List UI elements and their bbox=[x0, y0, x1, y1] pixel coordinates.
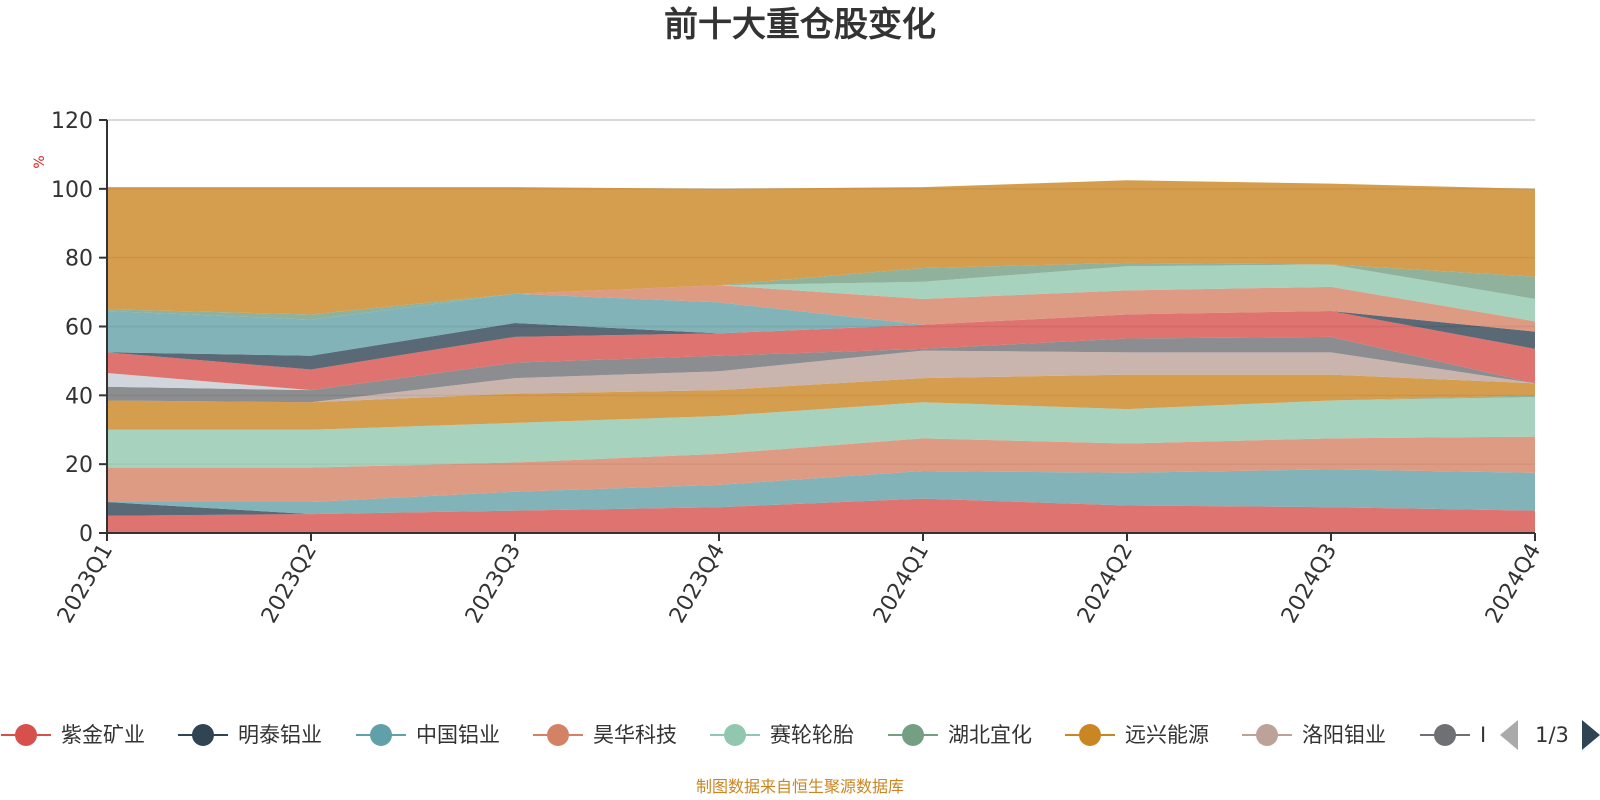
x-tick-label: 2023Q2 bbox=[257, 540, 322, 628]
area-series-15[interactable] bbox=[107, 264, 1535, 322]
area-series-11[interactable] bbox=[107, 311, 1535, 391]
area-series-14[interactable] bbox=[107, 285, 1535, 332]
x-tick-label: 2023Q4 bbox=[665, 540, 730, 628]
y-tick-label: 80 bbox=[65, 247, 93, 272]
area-series-9[interactable] bbox=[107, 336, 1535, 403]
legend-item[interactable]: 洛阳钼业 bbox=[1242, 723, 1386, 747]
area-series-13[interactable] bbox=[107, 293, 1535, 356]
legend-item[interactable]: I bbox=[1420, 723, 1486, 747]
area-series-16[interactable] bbox=[107, 262, 1535, 320]
legend-label: 昊华科技 bbox=[593, 723, 677, 747]
legend-marker-icon bbox=[192, 724, 214, 746]
legend-marker-icon bbox=[547, 724, 569, 746]
legend-item[interactable]: 明泰铝业 bbox=[178, 723, 322, 747]
x-tick-label: 2023Q1 bbox=[53, 540, 118, 628]
area-series-7[interactable] bbox=[107, 374, 1535, 430]
arrow-right-icon[interactable] bbox=[1582, 720, 1600, 750]
y-tick-label: 40 bbox=[65, 384, 93, 409]
legend-marker-icon bbox=[1434, 724, 1456, 746]
x-tick-label: 2023Q3 bbox=[461, 540, 526, 628]
y-axis-unit-label: % bbox=[32, 155, 48, 168]
area-series-2[interactable] bbox=[107, 498, 1535, 516]
legend-marker-icon bbox=[724, 724, 746, 746]
legend-marker-icon bbox=[902, 724, 924, 746]
area-series-5[interactable] bbox=[107, 397, 1535, 468]
x-tick-label: 2024Q3 bbox=[1277, 540, 1342, 628]
legend-item[interactable]: 湖北宜化 bbox=[888, 723, 1032, 747]
data-source-note: 制图数据来自恒生聚源数据库 bbox=[696, 777, 904, 796]
x-tick-label: 2024Q1 bbox=[869, 540, 934, 628]
legend-label: 远兴能源 bbox=[1125, 723, 1209, 747]
legend-item[interactable]: 紫金矿业 bbox=[1, 723, 145, 747]
y-tick-label: 100 bbox=[51, 178, 93, 203]
legend-marker-icon bbox=[370, 724, 392, 746]
area-series-17[interactable] bbox=[107, 180, 1535, 315]
legend-label: 紫金矿业 bbox=[61, 723, 145, 747]
legend-label: 湖北宜化 bbox=[948, 723, 1032, 747]
area-series-12[interactable] bbox=[107, 311, 1535, 370]
x-tick-label: 2024Q4 bbox=[1481, 540, 1546, 628]
legend-label: 中国铝业 bbox=[416, 723, 500, 747]
legend-pager: 1/3 bbox=[1500, 720, 1600, 750]
y-tick-label: 120 bbox=[51, 109, 93, 134]
legend-page-label: 1/3 bbox=[1535, 723, 1569, 747]
y-tick-label: 20 bbox=[65, 453, 93, 478]
x-tick-label: 2024Q2 bbox=[1073, 540, 1138, 628]
arrow-left-icon[interactable] bbox=[1500, 720, 1518, 750]
legend-label: 洛阳钼业 bbox=[1302, 723, 1386, 747]
legend-marker-icon bbox=[1256, 724, 1278, 746]
legend-item[interactable]: 昊华科技 bbox=[533, 723, 677, 747]
area-series-3[interactable] bbox=[107, 469, 1535, 515]
legend-item[interactable]: 赛轮轮胎 bbox=[710, 723, 854, 747]
legend-item[interactable]: 远兴能源 bbox=[1065, 723, 1209, 747]
area-series-8[interactable] bbox=[107, 350, 1535, 403]
y-tick-label: 0 bbox=[79, 522, 93, 547]
legend-marker-icon bbox=[1079, 724, 1101, 746]
legend-item[interactable]: 中国铝业 bbox=[356, 723, 500, 747]
area-series-4[interactable] bbox=[107, 436, 1535, 503]
legend-label: I bbox=[1480, 723, 1486, 747]
y-tick-label: 60 bbox=[65, 316, 93, 341]
chart-title: 前十大重仓股变化 bbox=[664, 5, 936, 45]
legend-label: 明泰铝业 bbox=[238, 723, 322, 747]
legend: 紫金矿业 明泰铝业 中国铝业 昊华科技 赛轮轮胎 湖北宜化 远兴能源 洛阳钼业 I bbox=[1, 723, 1486, 747]
area-series-1[interactable] bbox=[107, 498, 1535, 533]
series-areas bbox=[107, 180, 1535, 533]
legend-label: 赛轮轮胎 bbox=[770, 723, 854, 747]
legend-marker-icon bbox=[15, 724, 37, 746]
